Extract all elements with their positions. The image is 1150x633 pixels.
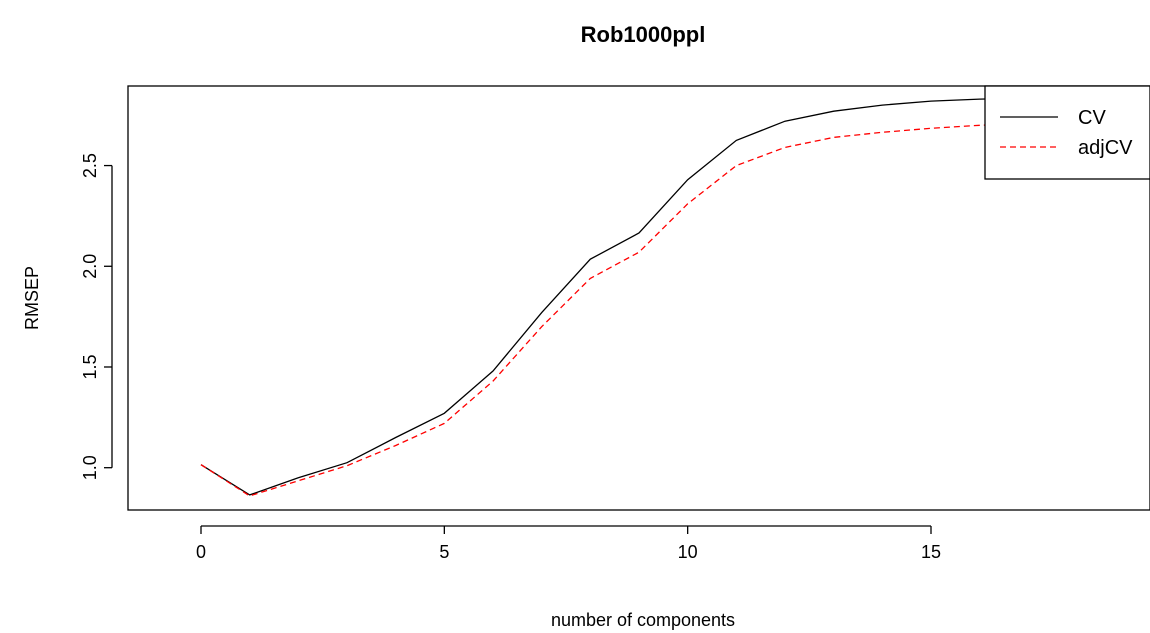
- chart-title: Rob1000ppl: [581, 22, 706, 47]
- x-tick-label: 5: [439, 542, 449, 562]
- y-axis: 1.0 1.5 2.0 2.5: [80, 153, 112, 480]
- legend-label-cv: CV: [1078, 107, 1106, 129]
- x-axis-label: number of components: [551, 610, 735, 630]
- x-tick-label: 10: [678, 542, 698, 562]
- legend-label-adjcv: adjCV: [1078, 137, 1133, 159]
- legend: CV adjCV: [985, 86, 1150, 179]
- y-tick-label: 1.5: [80, 354, 100, 379]
- x-tick-label: 0: [196, 542, 206, 562]
- y-tick-label: 1.0: [80, 455, 100, 480]
- x-axis: 0 5 10 15: [196, 526, 941, 562]
- y-tick-label: 2.5: [80, 153, 100, 178]
- y-axis-label: RMSEP: [22, 266, 42, 330]
- legend-box: [985, 86, 1150, 179]
- x-tick-label: 15: [921, 542, 941, 562]
- y-tick-label: 2.0: [80, 254, 100, 279]
